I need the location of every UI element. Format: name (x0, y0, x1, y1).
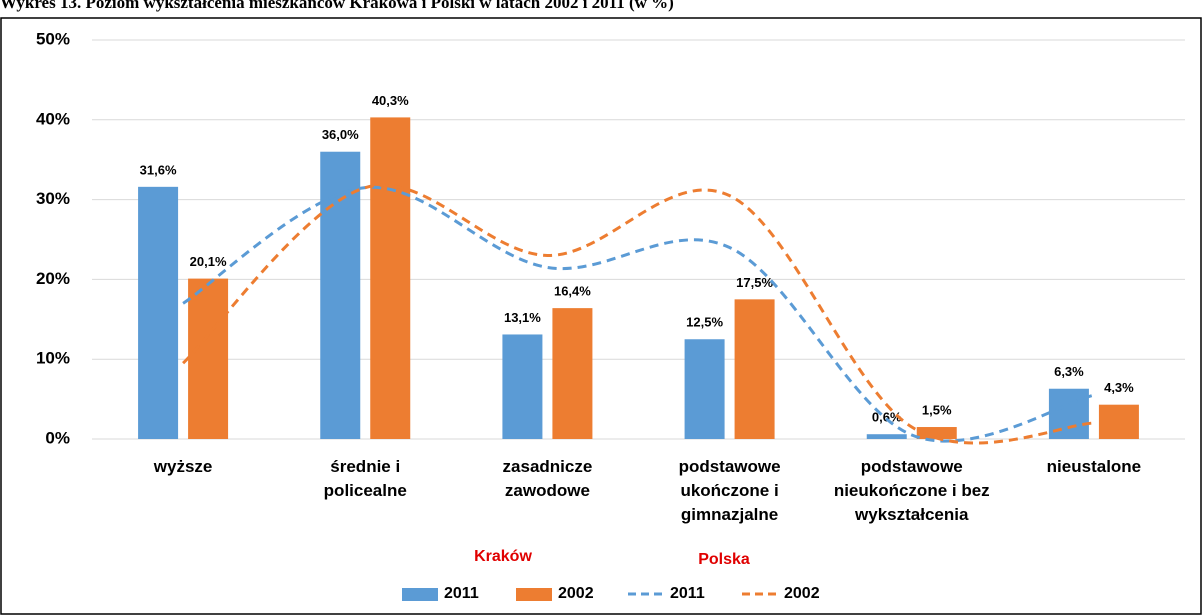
value-label: 31,6% (140, 162, 177, 177)
bar (916, 427, 957, 439)
x-tick-label: podstawowe nieukończone i bez wykształceni… (834, 457, 990, 524)
x-tick-label: podstawowe ukończone i gimnazjalne (679, 457, 781, 524)
legend-group: Polska (698, 551, 750, 568)
value-label: 36,0% (322, 127, 359, 142)
value-label: 1,5% (922, 402, 952, 417)
legend-group: Kraków (474, 548, 532, 565)
bar (188, 278, 229, 439)
y-tick-label: 50% (36, 29, 70, 48)
bar (734, 299, 775, 439)
legend-swatch (516, 588, 552, 601)
x-tick-label: nieustalone (1047, 457, 1141, 476)
legend-label: 2002 (784, 585, 820, 602)
bar (370, 117, 411, 439)
x-tick-label: zasadnicze zawodowe (503, 457, 593, 500)
bar (138, 186, 179, 439)
bar (1098, 404, 1139, 439)
value-label: 4,3% (1104, 380, 1134, 395)
value-label: 17,5% (736, 275, 773, 290)
value-label: 12,5% (686, 315, 723, 330)
y-tick-label: 40% (36, 109, 70, 128)
value-label: 16,4% (554, 284, 591, 299)
bar (320, 151, 361, 439)
legend-label: 2002 (558, 585, 594, 602)
legend-swatch (402, 588, 438, 601)
y-tick-label: 30% (36, 189, 70, 208)
x-tick-label: wyższe (153, 457, 213, 476)
value-label: 6,3% (1054, 364, 1084, 379)
line (182, 183, 1094, 445)
y-tick-label: 10% (36, 349, 70, 368)
legend-label: 2011 (670, 585, 705, 602)
bar (684, 339, 725, 439)
y-tick-label: 0% (45, 428, 70, 447)
bar (866, 434, 907, 439)
value-label: 20,1% (190, 254, 227, 269)
line (182, 185, 1095, 443)
chart-title: Wykres 13. Poziom wykształcenia mieszkań… (0, 0, 674, 12)
x-tick-label: średnie i policealne (324, 457, 407, 500)
value-label: 13,1% (504, 310, 541, 325)
bar (502, 334, 543, 439)
chart-frame (0, 17, 1202, 615)
legend-label: 2011 (444, 585, 479, 602)
y-tick-label: 20% (36, 269, 70, 288)
value-label: 40,3% (372, 93, 409, 108)
bar (552, 308, 593, 439)
